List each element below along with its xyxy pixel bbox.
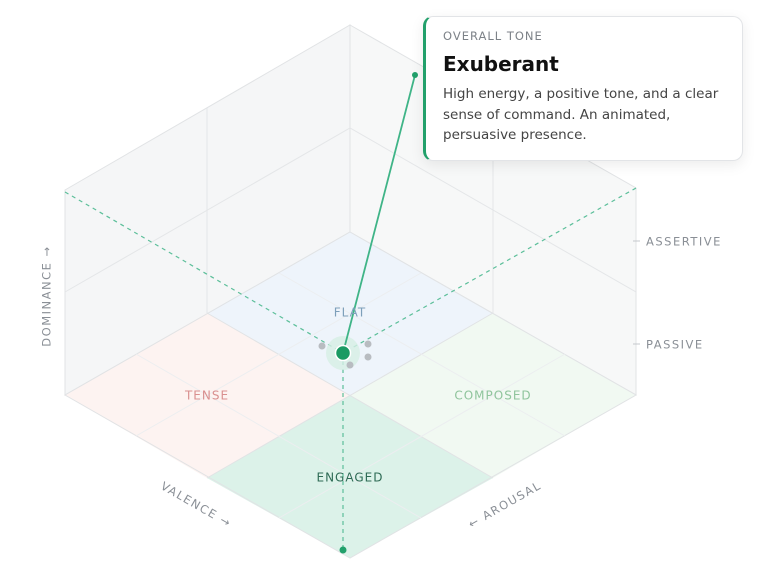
level-label: PASSIVE bbox=[646, 338, 704, 352]
quadrant-label: COMPOSED bbox=[454, 389, 531, 403]
leader-line bbox=[342, 74, 416, 354]
quadrant-label: ENGAGED bbox=[317, 471, 384, 485]
tone-card: OVERALL TONE Exuberant High energy, a po… bbox=[423, 16, 743, 161]
floor-grid bbox=[63, 231, 638, 559]
neighbor-points bbox=[318, 340, 372, 369]
card-title: Exuberant bbox=[443, 52, 559, 76]
axis-label: DOMINANCE → bbox=[40, 245, 54, 346]
quadrant-label: TENSE bbox=[184, 389, 229, 403]
card-description: High energy, a positive tone, and a clea… bbox=[443, 86, 719, 143]
card-eyebrow: OVERALL TONE bbox=[443, 29, 543, 43]
projection-lines bbox=[64, 187, 637, 550]
main-point[interactable] bbox=[334, 344, 352, 362]
level-label: ASSERTIVE bbox=[646, 235, 722, 249]
leader-end bbox=[412, 72, 418, 78]
floor-point bbox=[339, 546, 347, 554]
quadrant-label: FLAT bbox=[334, 306, 366, 320]
